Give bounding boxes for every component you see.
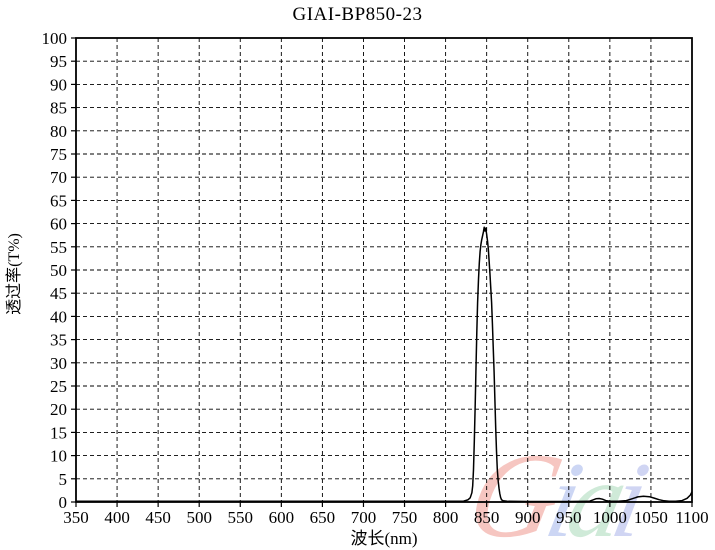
x-tick-label: 850 (474, 508, 500, 527)
y-tick-label: 55 (50, 238, 67, 257)
chart-title: GIAI-BP850-23 (292, 4, 423, 25)
x-tick-label: 350 (63, 508, 89, 527)
y-tick-label: 45 (50, 284, 67, 303)
y-tick-label: 95 (50, 52, 67, 71)
y-tick-label: 80 (50, 122, 67, 141)
x-axis-label: 波长(nm) (350, 529, 418, 548)
y-tick-label: 65 (50, 191, 67, 210)
y-tick-label: 60 (50, 215, 67, 234)
y-tick-label: 0 (59, 493, 68, 512)
x-tick-label: 1100 (675, 508, 708, 527)
x-tick-label: 750 (392, 508, 418, 527)
x-tick-label: 800 (433, 508, 459, 527)
x-tick-label: 900 (515, 508, 541, 527)
x-tick-label: 700 (351, 508, 377, 527)
y-tick-label: 25 (50, 377, 67, 396)
y-tick-label: 35 (50, 331, 67, 350)
y-tick-label: 15 (50, 423, 67, 442)
x-tick-label: 600 (269, 508, 295, 527)
tick-labels: 350 400 450 500 550 600 650 700 750 800 850 900 950 1… (42, 29, 709, 527)
y-tick-label: 5 (59, 470, 68, 489)
y-tick-label: 30 (50, 354, 67, 373)
y-tick-label: 20 (50, 400, 67, 419)
x-tick-label: 950 (556, 508, 582, 527)
y-tick-label: 50 (50, 261, 67, 280)
x-tick-label: 550 (228, 508, 254, 527)
x-tick-label: 1050 (634, 508, 668, 527)
x-tick-label: 1000 (593, 508, 627, 527)
x-tick-label: 400 (104, 508, 130, 527)
transmittance-curve (76, 226, 693, 503)
y-tick-label: 85 (50, 99, 67, 118)
y-tick-label: 70 (50, 168, 67, 187)
y-tick-label: 75 (50, 145, 67, 164)
y-tick-label: 10 (50, 447, 67, 466)
y-tick-label: 90 (50, 75, 67, 94)
x-tick-label: 650 (310, 508, 336, 527)
y-tick-label: 100 (42, 29, 68, 48)
y-tick-label: 40 (50, 307, 67, 326)
tick-marks (71, 37, 693, 507)
gridlines (76, 38, 692, 502)
x-tick-label: 450 (145, 508, 171, 527)
x-tick-label: 500 (186, 508, 212, 527)
